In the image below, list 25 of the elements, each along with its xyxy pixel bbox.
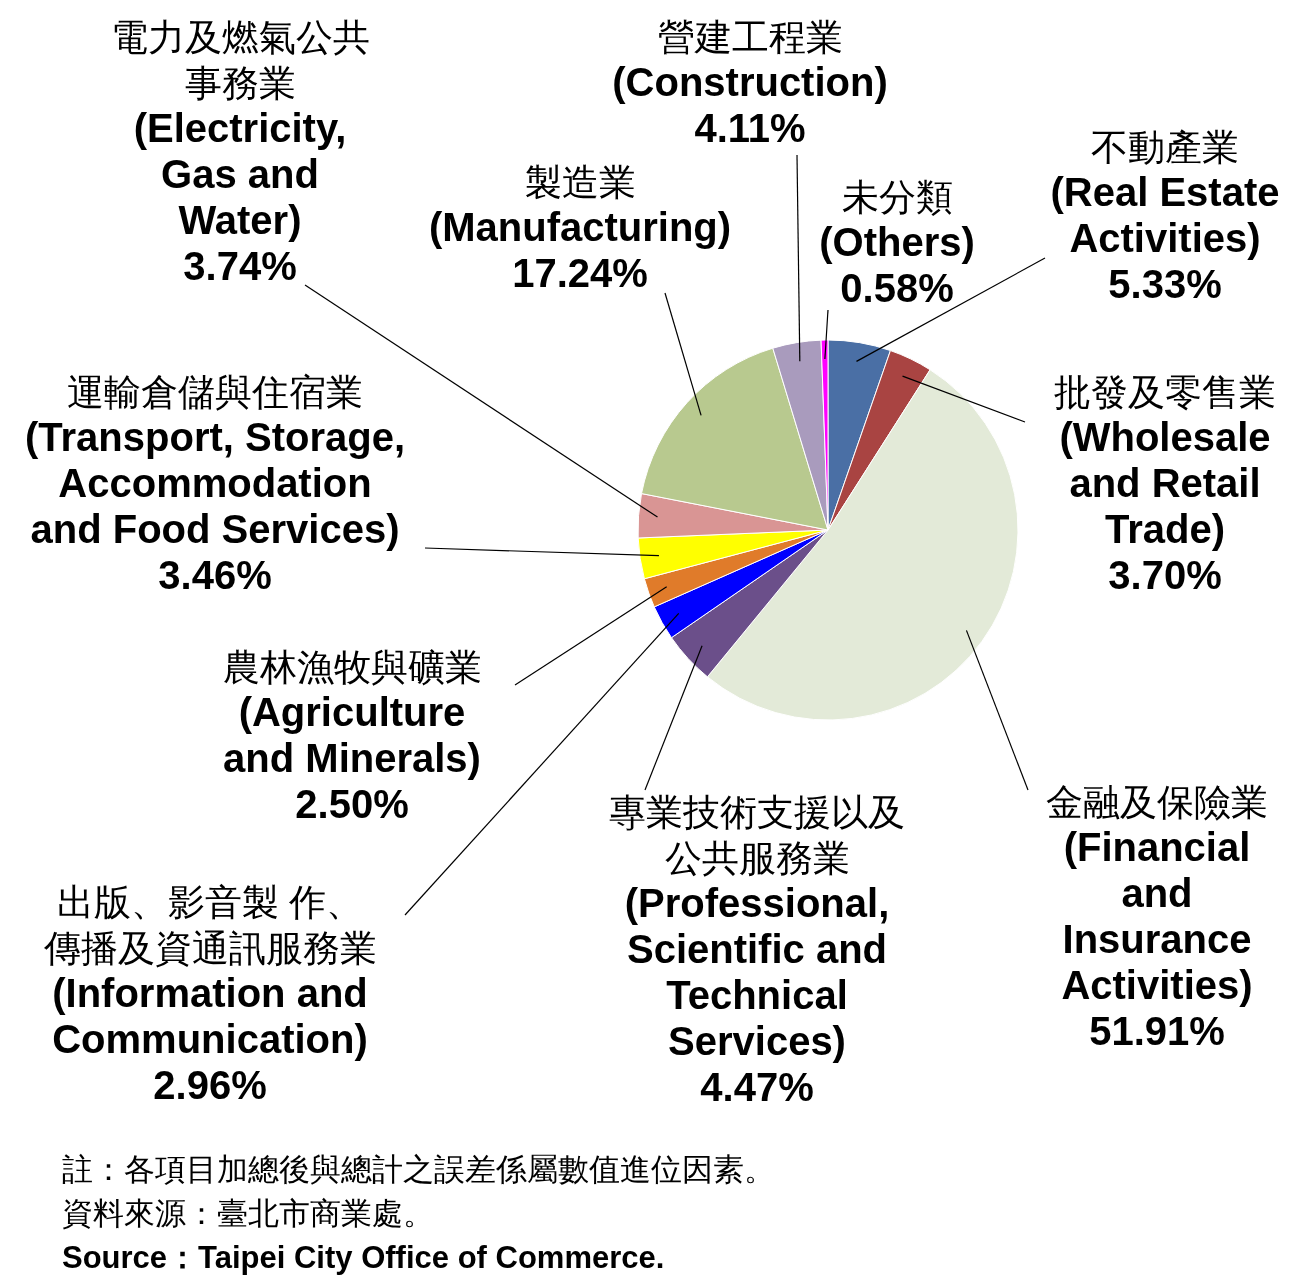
- data-label: 17.24%: [512, 251, 648, 295]
- slice-label: 電力及燃氣公共事務業 (Electricity, Gas and Water): [110, 17, 370, 242]
- data-label: 51.91%: [1089, 1009, 1225, 1053]
- slice-label: 專業技術支援以及公共服務業 (Professional, Scientific and Technical Services): [609, 792, 905, 1063]
- data-label: 4.47%: [700, 1065, 814, 1109]
- text: 註：各項目加總後與總計之誤差係屬數值進位因素。: [62, 1152, 775, 1187]
- source-note: Source：Taipei City Office of Commerce.: [62, 1240, 665, 1275]
- slice-label: 金融及保險業 (Financial and Insurance Activities): [1046, 782, 1268, 1007]
- data-label: 2.50%: [295, 782, 409, 826]
- slice-label: 批發及零售業 (Wholesale and Retail Trade): [1054, 372, 1276, 551]
- slice-label: 營建工程業 (Construction): [612, 17, 888, 104]
- data-label: 3.70%: [1108, 553, 1222, 597]
- data-label: 5.33%: [1108, 262, 1222, 306]
- data-label: 3.46%: [158, 553, 272, 597]
- data-label: 4.11%: [694, 106, 806, 150]
- data-label: 2.96%: [153, 1063, 267, 1107]
- slice-label: 製造業 (Manufacturing): [428, 162, 732, 249]
- slice-label: 不動產業 (Real Estate Activities): [1050, 127, 1280, 260]
- slice-label: 未分類 (Others): [819, 177, 975, 264]
- source-note: 資料來源：臺北市商業處。: [62, 1196, 434, 1231]
- data-label: 3.74%: [183, 244, 297, 288]
- slice-label: 運輸倉儲與住宿業 (Transport, Storage, Accommodation and Food Services): [24, 372, 406, 551]
- data-label: 0.58%: [840, 266, 954, 310]
- slice-label: 出版、影音製 作、傳播及資通訊服務業 (Information and Communication): [42, 882, 377, 1061]
- slice-label: 農林漁牧與礦業 (Agriculture and Minerals): [222, 647, 482, 780]
